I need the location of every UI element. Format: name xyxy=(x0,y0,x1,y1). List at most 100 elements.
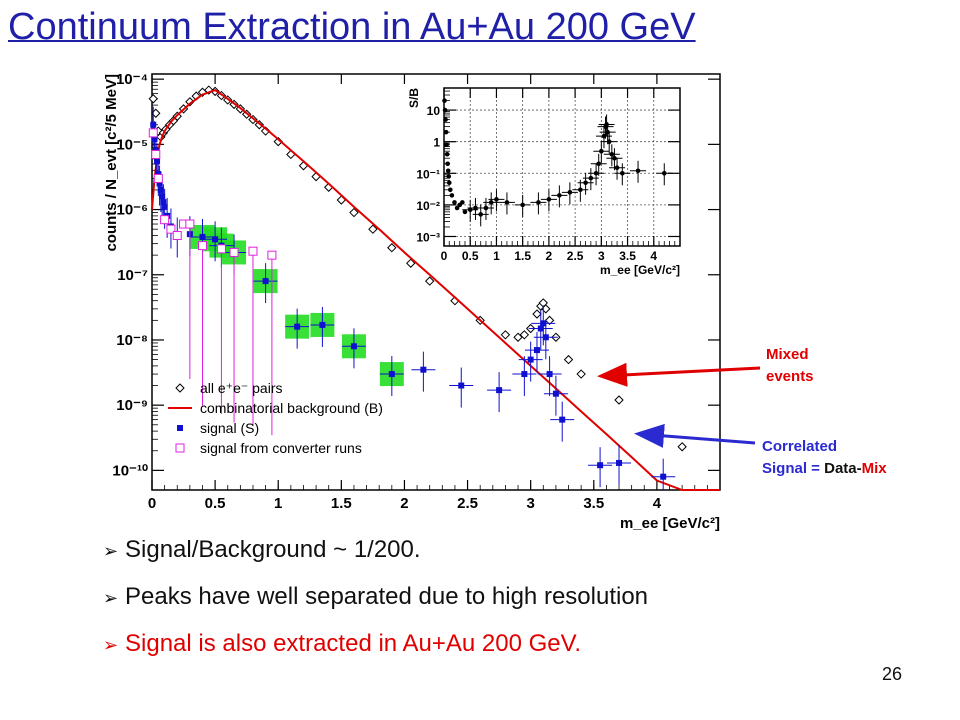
data-point xyxy=(552,390,559,397)
data-point xyxy=(478,212,484,217)
data-point xyxy=(454,205,460,211)
y-tick-label: 10 xyxy=(427,104,441,118)
data-point xyxy=(150,121,157,128)
data-point xyxy=(185,97,195,107)
x-tick-label: 2 xyxy=(400,495,408,512)
x-tick-label: 4 xyxy=(653,495,662,512)
y-tick-label: 10⁻⁶ xyxy=(116,202,148,219)
data-point xyxy=(350,343,357,350)
data-point xyxy=(576,369,586,379)
legend-label: all e⁺e⁻ pairs xyxy=(200,380,282,396)
correlated-signal-label: Correlated Signal = Data-Mix xyxy=(762,436,887,480)
data-point xyxy=(406,258,416,268)
data-point xyxy=(446,174,452,179)
bullet-text: Signal/Background ~ 1/200. xyxy=(125,536,421,563)
background-curve xyxy=(151,88,720,491)
data-point xyxy=(229,247,239,257)
data-point xyxy=(488,200,494,205)
data-point xyxy=(496,387,503,394)
x-tick-label: 3 xyxy=(598,249,605,263)
data-point xyxy=(661,170,667,176)
y-tick-label: 10⁻⁴ xyxy=(116,71,148,88)
data-point xyxy=(614,165,620,171)
data-point xyxy=(588,175,594,181)
data-point xyxy=(151,149,161,159)
x-tick-label: 1 xyxy=(274,495,282,512)
x-tick-label: 2 xyxy=(546,249,553,263)
data-point xyxy=(294,323,301,330)
data-point xyxy=(161,203,168,210)
bullet-signal-extracted: ➢ Signal is also extracted in Au+Au 200 G… xyxy=(103,624,648,671)
x-tick-label: 1 xyxy=(493,249,500,263)
data-point xyxy=(462,209,468,215)
correlated-signal-mix: Mix xyxy=(861,460,887,477)
data-point xyxy=(542,334,549,341)
data-point xyxy=(593,170,599,176)
data-point xyxy=(533,347,540,354)
x-axis-title: m_ee [GeV/c²] xyxy=(620,515,720,532)
x-tick-label: 1.5 xyxy=(514,249,531,263)
data-point xyxy=(151,136,158,143)
y-tick-label: 10⁻⁷ xyxy=(117,267,148,284)
bullet-text: Signal is also extracted in Au+Au 200 Ge… xyxy=(125,630,582,657)
data-point xyxy=(500,330,511,340)
x-tick-label: 4 xyxy=(650,249,657,263)
y-axis-title: counts / N_evt [c²/5 MeV] xyxy=(103,74,120,252)
data-point xyxy=(212,236,219,243)
data-point xyxy=(578,187,583,193)
data-point xyxy=(185,219,195,229)
data-point xyxy=(148,94,158,104)
data-point xyxy=(536,200,541,205)
y-tick-label: 10⁻² xyxy=(416,199,440,213)
series-open-square xyxy=(148,128,277,436)
data-point xyxy=(635,168,641,174)
data-point xyxy=(148,128,158,138)
x-axis-title: m_ee [GeV/c²] xyxy=(600,263,680,277)
x-tick-label: 0 xyxy=(441,249,448,263)
data-point xyxy=(612,155,617,161)
correlated-signal-part-a: Signal = xyxy=(762,460,825,477)
legend-label: signal (S) xyxy=(200,420,259,436)
data-point xyxy=(446,180,452,186)
bullet-arrow-icon: ➢ xyxy=(103,541,119,561)
y-tick-label: 10⁻¹ xyxy=(416,167,440,181)
data-point xyxy=(443,117,448,122)
data-point xyxy=(172,231,182,241)
main-plot-frame: 0 0.5 1 1.5 2 2.5 3 3.5 410⁻¹⁰10⁻⁹10⁻⁸10⁻⁷10⁻⁶10… xyxy=(103,71,721,532)
data-point xyxy=(153,173,163,183)
legend-marker xyxy=(177,425,183,431)
correlated-signal-line1: Correlated xyxy=(762,438,838,455)
mixed-events-line2: events xyxy=(766,368,814,385)
data-point xyxy=(262,278,269,285)
data-point xyxy=(532,309,542,319)
data-point xyxy=(452,200,457,205)
data-point xyxy=(519,330,530,340)
bullet-signal-background: ➢ Signal/Background ~ 1/200. xyxy=(103,536,648,577)
data-point xyxy=(420,366,427,373)
data-point xyxy=(154,158,161,165)
data-point xyxy=(546,197,552,202)
data-point xyxy=(660,473,667,480)
plot-frame xyxy=(151,73,721,491)
data-point xyxy=(445,168,451,174)
data-point xyxy=(368,224,378,234)
data-point xyxy=(160,199,167,206)
data-point xyxy=(483,205,489,211)
plot-background xyxy=(444,88,680,246)
data-point xyxy=(444,142,449,148)
data-point xyxy=(616,459,623,466)
data-point xyxy=(248,246,258,256)
data-point xyxy=(157,186,164,193)
x-tick-label: 0.5 xyxy=(205,495,226,512)
data-point xyxy=(447,187,453,193)
x-tick-label: 2.5 xyxy=(567,249,584,263)
data-point xyxy=(166,224,176,234)
data-point xyxy=(349,207,359,218)
data-point xyxy=(559,416,566,423)
x-tick-label: 0.5 xyxy=(462,249,479,263)
series-filled-circle xyxy=(442,98,673,227)
data-point xyxy=(596,161,602,167)
data-point xyxy=(449,193,455,198)
data-point xyxy=(160,215,170,225)
